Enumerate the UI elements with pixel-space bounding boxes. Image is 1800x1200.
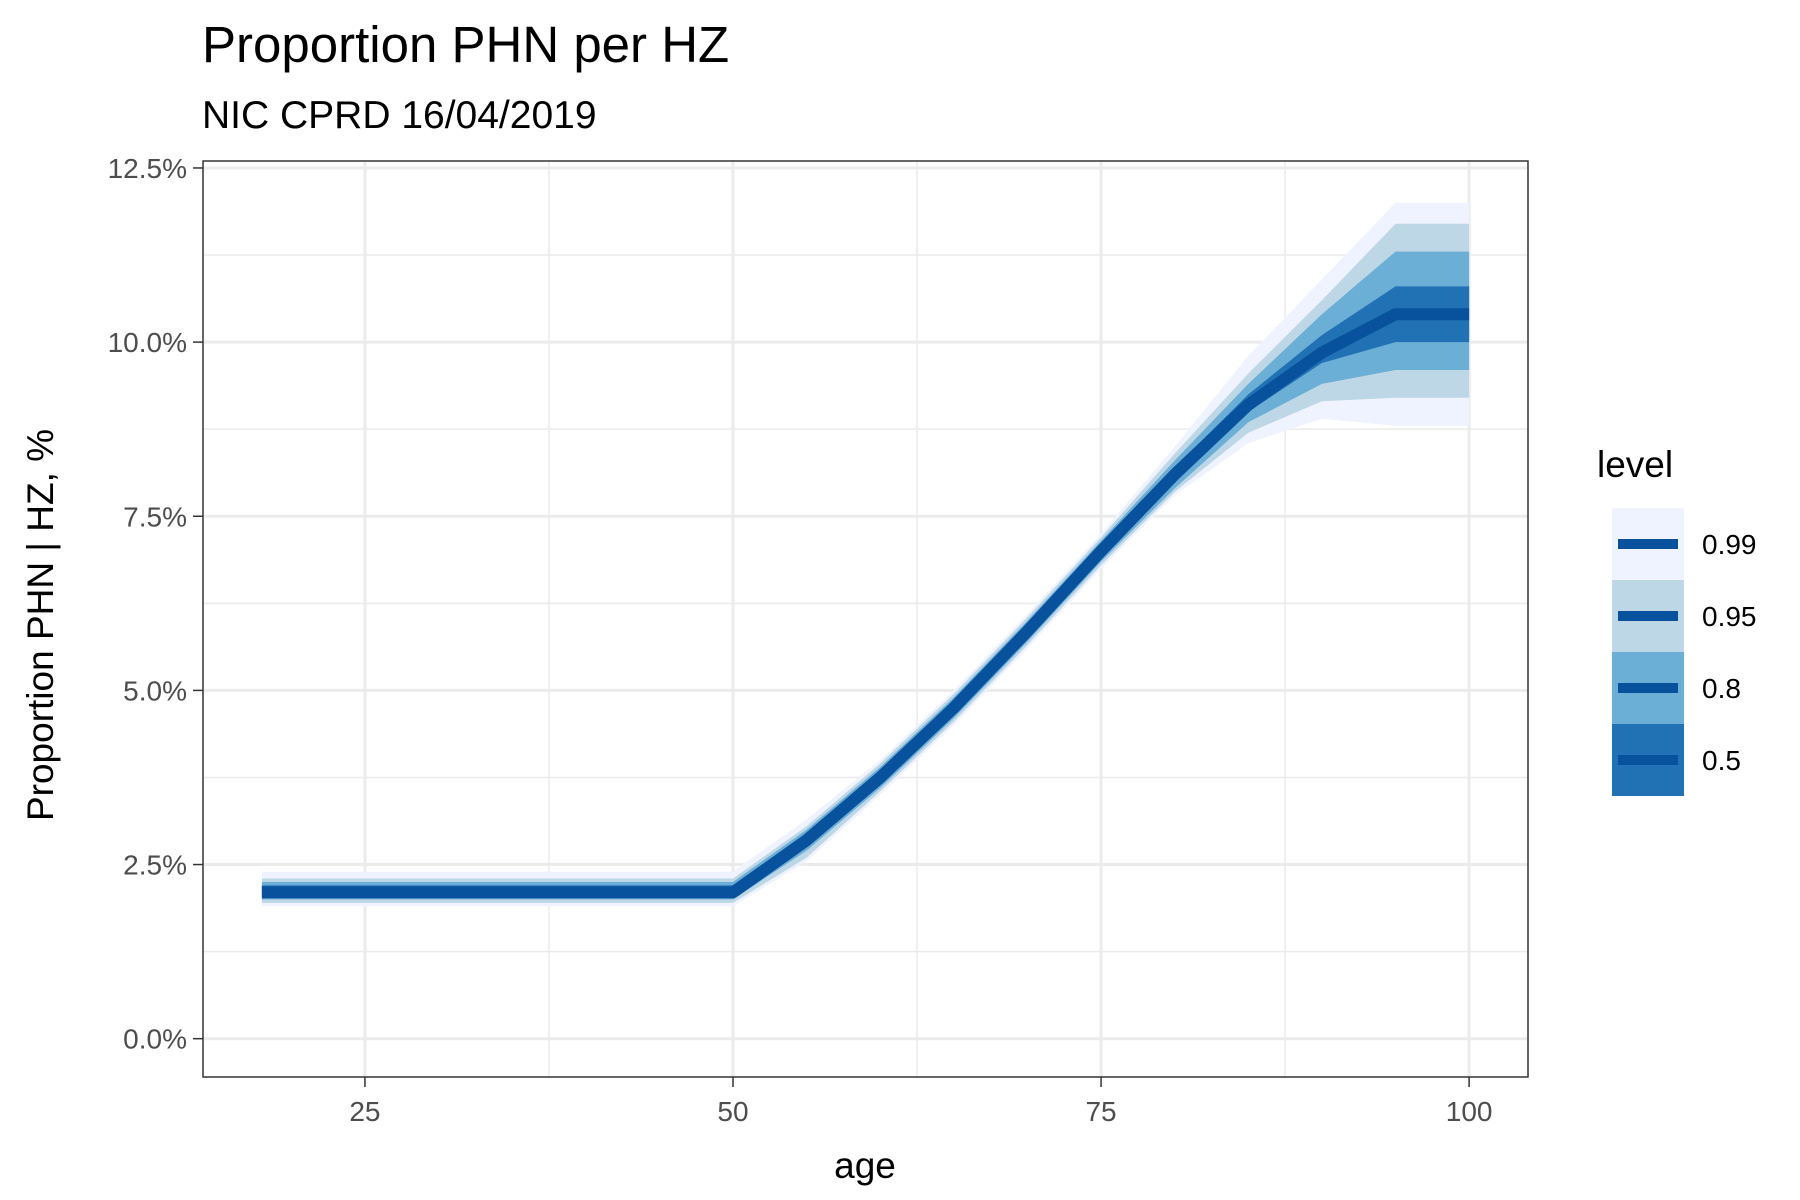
y-tick-label: 7.5% bbox=[123, 501, 187, 532]
y-axis-title: Proportion PHN | HZ, % bbox=[20, 429, 61, 821]
y-tick-label: 2.5% bbox=[123, 850, 187, 881]
x-axis: 25 50 75 100 bbox=[349, 1077, 1492, 1127]
legend-label: 0.5 bbox=[1702, 745, 1741, 776]
y-tick-label: 12.5% bbox=[108, 153, 187, 184]
ribbon-band-0.5 bbox=[261, 286, 1470, 896]
ribbon-band-0.95 bbox=[261, 223, 1470, 903]
legend: level 0.99 0.95 0.8 0.5 bbox=[1597, 444, 1757, 796]
x-tick-label: 25 bbox=[349, 1096, 380, 1127]
panel-border bbox=[202, 160, 1529, 1078]
chart-subtitle: NIC CPRD 16/04/2019 bbox=[202, 94, 597, 137]
median-line bbox=[261, 308, 1470, 899]
y-tick-label: 10.0% bbox=[108, 327, 187, 358]
x-tick-label: 50 bbox=[717, 1096, 748, 1127]
y-tick-label: 0.0% bbox=[123, 1024, 187, 1055]
legend-label: 0.8 bbox=[1702, 673, 1741, 704]
grid-major bbox=[203, 161, 1528, 1077]
legend-label: 0.95 bbox=[1702, 601, 1757, 632]
x-tick-label: 75 bbox=[1085, 1096, 1116, 1127]
x-axis-title: age bbox=[834, 1145, 896, 1186]
legend-title: level bbox=[1597, 444, 1673, 485]
y-axis: 0.0% 2.5% 5.0% 7.5% 10.0% 12.5% bbox=[108, 153, 203, 1055]
x-tick-label: 100 bbox=[1446, 1096, 1493, 1127]
median-layer bbox=[261, 308, 1470, 899]
ribbon-bands bbox=[261, 202, 1470, 907]
legend-label: 0.99 bbox=[1702, 529, 1757, 560]
chart-title: Proportion PHN per HZ bbox=[202, 16, 729, 73]
y-tick-label: 5.0% bbox=[123, 675, 187, 706]
ribbon-band-0.8 bbox=[261, 251, 1470, 900]
